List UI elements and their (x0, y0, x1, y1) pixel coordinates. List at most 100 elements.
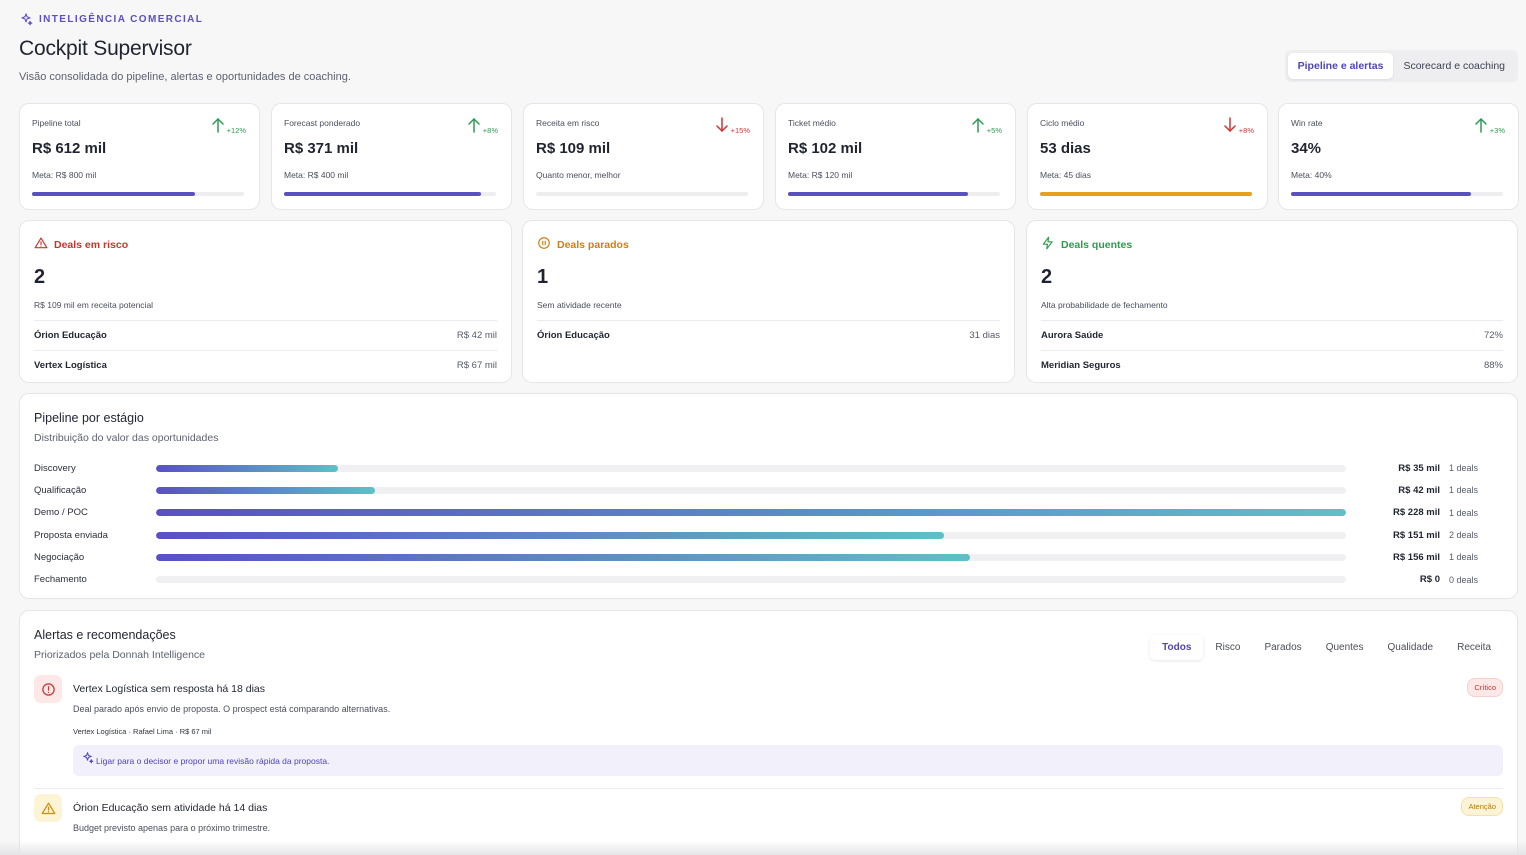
stage-bar-track (156, 531, 1346, 539)
view-tabs: Pipeline e alertas Scorecard e coaching (1284, 50, 1518, 82)
kpi-delta: +12% (211, 117, 246, 135)
filter-tab-qualidade[interactable]: Qualidade (1387, 642, 1434, 653)
kpi-card: Forecast ponderado +8% R$ 371 mil Meta: R$ … (271, 103, 512, 210)
stage-row: Fechamento R$ 0 0 deals (34, 568, 1503, 590)
deal-count: 2 (34, 266, 46, 288)
kpi-label: Win rate (1291, 118, 1323, 128)
stage-bar (156, 486, 375, 494)
kpi-delta-value: +5% (986, 126, 1002, 135)
kpi-delta-value: +8% (482, 126, 498, 135)
deal-group-card: Deals parados 1 Sem atividade recente Órion… (522, 220, 1015, 383)
kpi-progress-track (788, 192, 1000, 196)
pause-circle-icon (537, 236, 551, 253)
sparkle-icon (83, 752, 94, 764)
kpi-progress-track (284, 192, 496, 196)
deal-value: R$ 67 mil (456, 360, 497, 371)
arrow-up-icon (211, 117, 225, 135)
stage-bar (156, 531, 944, 539)
arrow-up-icon (467, 117, 481, 135)
deal-row[interactable]: Meridian Seguros 88% (1041, 350, 1503, 380)
alert-filter-tabs: Todos Risco Parados Quentes Qualidade Receita (1150, 635, 1503, 660)
alert-description: Budget previsto apenas para o próximo tr… (73, 823, 271, 833)
alert-title: Órion Educação sem atividade há 14 dias (73, 802, 268, 814)
alert-description: Deal parado após envio de proposta. O pr… (73, 704, 391, 714)
severity-badge: Atenção (1461, 797, 1503, 816)
deal-row[interactable]: Vertex Logística R$ 67 mil (34, 350, 497, 380)
deal-subtitle: Alta probabilidade de fechamento (1041, 300, 1168, 310)
alerts-panel: Alertas e recomendações Priorizados pela… (19, 610, 1518, 855)
recommendation-text: Ligar para o decisor e propor uma revisã… (96, 755, 330, 766)
alert-item[interactable]: Órion Educação sem atividade há 14 dias … (34, 794, 1503, 833)
deal-list: Órion Educação 31 dias (537, 320, 1000, 350)
deal-name: Vertex Logística (34, 360, 107, 371)
kpi-label: Ciclo médio (1040, 118, 1085, 128)
deal-group-card: Deals em risco 2 R$ 109 mil em receita pot… (19, 220, 512, 383)
eyebrow: INTELIGÊNCIA COMERCIAL (19, 12, 351, 26)
lightning-icon (1041, 236, 1055, 253)
kpi-value: 53 dias (1040, 140, 1091, 157)
kpi-progress-track (536, 192, 748, 196)
deal-row[interactable]: Aurora Saúde 72% (1041, 320, 1503, 350)
kpi-meta: Meta: 45 dias (1040, 170, 1092, 180)
kpi-progress-track (32, 192, 244, 196)
deal-group-title: Deals parados (537, 236, 1000, 253)
deal-row[interactable]: Órion Educação 31 dias (537, 320, 1000, 350)
alert-title: Vertex Logística sem resposta há 18 dias (73, 683, 266, 695)
pipeline-subtitle: Distribuição do valor das oportunidades (34, 432, 219, 444)
kpi-meta: Meta: R$ 800 mil (32, 170, 97, 180)
eyebrow-label: INTELIGÊNCIA COMERCIAL (39, 13, 204, 25)
stage-bar-track (156, 553, 1346, 561)
stage-bar (156, 509, 1346, 517)
stage-name: Discovery (34, 462, 76, 474)
kpi-delta-value: +8% (1238, 126, 1254, 135)
kpi-card: Ticket médio +5% R$ 102 mil Meta: R$ 120 mi… (775, 103, 1016, 210)
stage-rows: Discovery R$ 35 mil 1 deals Qualificação R$ … (34, 457, 1503, 591)
kpi-meta: Meta: R$ 400 mil (284, 170, 349, 180)
deal-name: Órion Educação (34, 330, 107, 341)
tab-pipeline-alertas[interactable]: Pipeline e alertas (1287, 53, 1394, 79)
kpi-value: R$ 612 mil (32, 140, 107, 157)
tab-scorecard-coaching[interactable]: Scorecard e coaching (1403, 60, 1505, 72)
stage-name: Demo / POC (34, 507, 88, 519)
deal-name: Meridian Seguros (1041, 360, 1121, 371)
filter-tab-parados[interactable]: Parados (1264, 642, 1302, 653)
stage-bar-track (156, 464, 1346, 472)
kpi-delta-value: +15% (730, 126, 750, 135)
kpi-meta: Meta: R$ 120 mil (788, 170, 853, 180)
page-header: INTELIGÊNCIA COMERCIAL Cockpit Superviso… (19, 12, 351, 83)
kpi-card: Pipeline total +12% R$ 612 mil Meta: R$ 800… (19, 103, 260, 210)
kpi-delta-value: +3% (1489, 126, 1505, 135)
filter-tab-todos[interactable]: Todos (1150, 635, 1204, 660)
kpi-progress-fill (1291, 192, 1472, 196)
stage-bar-track (156, 576, 1346, 584)
kpi-label: Receita em risco (536, 118, 600, 128)
stage-bar (156, 464, 339, 472)
deal-group-title: Deals quentes (1041, 236, 1503, 253)
kpi-value: R$ 109 mil (536, 140, 611, 157)
deal-value: 88% (1483, 360, 1503, 371)
page-subtitle: Visão consolidada do pipeline, alertas e… (19, 71, 351, 83)
alert-item[interactable]: Vertex Logística sem resposta há 18 dias… (34, 675, 1503, 789)
kpi-delta: +8% (1223, 117, 1254, 135)
arrow-down-icon (1223, 117, 1237, 135)
kpi-progress-track (1040, 192, 1252, 196)
stage-bar-track (156, 486, 1346, 494)
kpi-delta: +15% (715, 117, 750, 135)
alerts-subtitle: Priorizados pela Donnah Intelligence (34, 649, 206, 661)
deal-group-card: Deals quentes 2 Alta probabilidade de fech… (1026, 220, 1518, 383)
deal-group-label: Deals em risco (54, 238, 129, 251)
filter-tab-quentes[interactable]: Quentes (1325, 642, 1364, 653)
stage-deals: 1 deals (1449, 463, 1479, 474)
kpi-label: Pipeline total (32, 118, 81, 128)
arrow-up-icon (1474, 117, 1488, 135)
kpi-card: Receita em risco +15% R$ 109 mil Quanto men… (523, 103, 764, 210)
warning-triangle-icon (34, 794, 62, 822)
stage-name: Fechamento (34, 574, 87, 586)
stage-row: Negociação R$ 156 mil 1 deals (34, 546, 1503, 568)
filter-tab-risco[interactable]: Risco (1215, 642, 1241, 653)
kpi-card: Win rate +3% 34% Meta: 40% (1278, 103, 1519, 210)
arrow-up-icon (971, 117, 985, 135)
stage-value: R$ 35 mil (1398, 462, 1440, 474)
filter-tab-receita[interactable]: Receita (1457, 642, 1491, 653)
deal-row[interactable]: Órion Educação R$ 42 mil (34, 320, 497, 350)
